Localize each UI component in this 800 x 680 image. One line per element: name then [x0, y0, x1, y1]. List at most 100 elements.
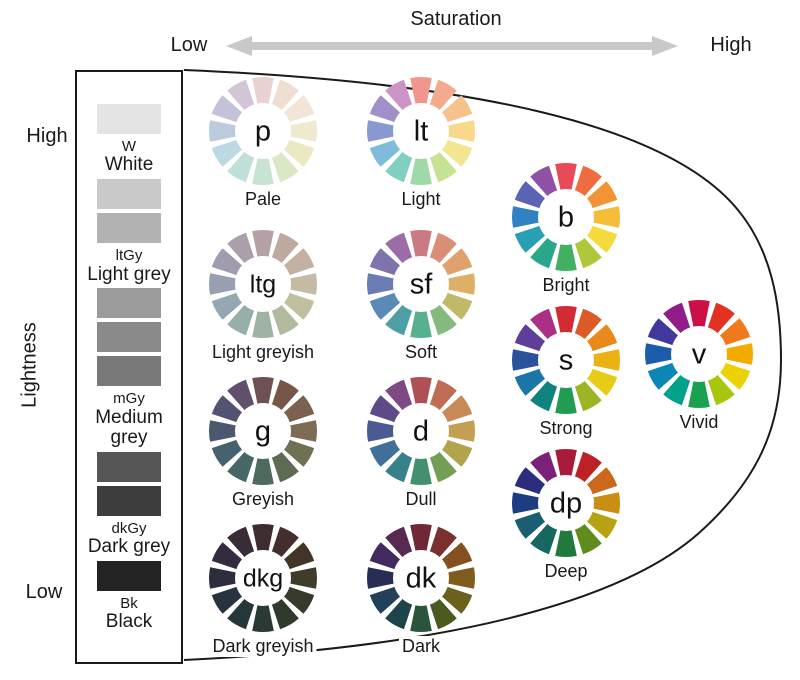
- wheel-dk-segment-4: [442, 586, 473, 614]
- tone-wheel-b: [512, 163, 620, 271]
- wheel-dkg-segment-5: [271, 599, 299, 630]
- greyscale-swatch-dkGy-1: [97, 485, 161, 516]
- wheel-v-segment-5: [707, 375, 735, 406]
- wheel-dk-segment-5: [429, 599, 457, 630]
- wheel-s-segment-9: [512, 349, 539, 371]
- wheel-d-segment-3: [448, 420, 475, 442]
- tone-wheel-ltg: [209, 230, 317, 338]
- wheel-d-segment-0: [410, 377, 432, 404]
- tone-wheel-code-b: b: [557, 201, 575, 234]
- wheel-g-segment-7: [227, 452, 255, 483]
- wheel-dk-segment-7: [385, 599, 413, 630]
- lightness-high-label: High: [26, 125, 68, 147]
- wheel-b-segment-9: [512, 206, 539, 228]
- wheel-lt-segment-6: [410, 158, 432, 185]
- wheel-lt-segment-11: [385, 79, 413, 110]
- wheel-v-segment-9: [645, 343, 672, 365]
- wheel-s-segment-7: [530, 381, 558, 412]
- wheel-s-segment-11: [530, 308, 558, 339]
- greyscale-swatch-mGy-1: [97, 322, 161, 353]
- wheel-lt-segment-7: [385, 152, 413, 183]
- wheel-dp-segment-2: [587, 467, 618, 495]
- wheel-b-segment-4: [587, 225, 618, 253]
- tone-wheel-s: [512, 306, 620, 414]
- wheel-s-segment-3: [593, 349, 620, 371]
- wheel-dkg-segment-9: [209, 567, 236, 589]
- greyscale-code-label: Bk: [120, 594, 138, 612]
- wheel-dp-segment-4: [587, 511, 618, 539]
- wheel-lt-segment-8: [369, 139, 400, 167]
- wheel-dk-segment-3: [448, 567, 475, 589]
- greyscale-name-label: Medium grey: [95, 406, 163, 448]
- wheel-b-segment-5: [574, 238, 602, 269]
- greyscale-code-label: W: [121, 138, 137, 156]
- wheel-dp-segment-7: [530, 524, 558, 555]
- wheel-ltg-segment-1: [271, 232, 299, 263]
- tone-wheel-v: [645, 300, 753, 408]
- wheel-sf-segment-4: [442, 292, 473, 320]
- tone-wheel-code-g: g: [254, 415, 272, 448]
- greyscale-name-label: Black: [105, 611, 153, 632]
- wheel-d-segment-5: [429, 452, 457, 483]
- wheel-ltg-segment-3: [290, 273, 317, 295]
- wheel-sf-segment-0: [410, 230, 432, 257]
- wheel-ltg-segment-0: [252, 230, 274, 257]
- wheel-s-segment-1: [574, 308, 602, 339]
- lightness-low-label: Low: [25, 581, 63, 603]
- tone-wheel-code-dp: dp: [549, 487, 583, 520]
- wheel-lt-segment-1: [429, 79, 457, 110]
- wheel-g-segment-9: [209, 420, 236, 442]
- wheel-dkg-segment-6: [252, 605, 274, 632]
- wheel-dk-segment-8: [369, 586, 400, 614]
- greyscale-swatch-ltGy-0: [97, 179, 161, 210]
- wheel-g-segment-5: [271, 452, 299, 483]
- wheel-dkg-segment-1: [271, 526, 299, 557]
- tone-wheel-code-ltg: ltg: [249, 270, 277, 299]
- wheel-lt-segment-3: [448, 120, 475, 142]
- wheel-p-segment-4: [284, 139, 315, 167]
- wheel-dp-segment-8: [514, 511, 545, 539]
- wheel-d-segment-2: [442, 395, 473, 423]
- wheel-dk-segment-6: [410, 605, 432, 632]
- wheel-dp-segment-9: [512, 492, 539, 514]
- wheel-v-segment-7: [663, 375, 691, 406]
- tone-wheel-name-dk: Dark: [398, 636, 444, 657]
- wheel-sf-segment-7: [385, 305, 413, 336]
- wheel-d-segment-9: [367, 420, 394, 442]
- tone-wheel-name-p: Pale: [241, 189, 285, 210]
- greyscale-swatch-mGy-2: [97, 356, 161, 387]
- wheel-sf-segment-6: [410, 311, 432, 338]
- greyscale-swatch-ltGy-1: [97, 213, 161, 244]
- wheel-b-segment-1: [574, 165, 602, 196]
- wheel-d-segment-10: [369, 395, 400, 423]
- wheel-g-segment-1: [271, 379, 299, 410]
- wheel-s-segment-5: [574, 381, 602, 412]
- wheel-s-segment-10: [514, 324, 545, 352]
- wheel-v-segment-10: [647, 318, 678, 346]
- wheel-d-segment-7: [385, 452, 413, 483]
- greyscale-name-label: Dark grey: [87, 535, 171, 557]
- wheel-g-segment-6: [252, 458, 274, 485]
- wheel-v-segment-11: [663, 302, 691, 333]
- wheel-dkg-segment-0: [252, 524, 274, 551]
- tone-wheel-name-s: Strong: [536, 418, 596, 439]
- tone-wheel-name-dkg: Dark greyish: [209, 636, 317, 657]
- saturation-high-label: High: [710, 34, 752, 56]
- saturation-low-label: Low: [170, 34, 208, 56]
- greyscale-swatch-dkGy-0: [97, 451, 161, 482]
- wheel-dk-segment-0: [410, 524, 432, 551]
- wheel-b-segment-3: [593, 206, 620, 228]
- tone-wheel-code-sf: sf: [409, 268, 433, 301]
- tone-wheel-sf: [367, 230, 475, 338]
- wheel-dkg-segment-4: [284, 586, 315, 614]
- wheel-ltg-segment-4: [284, 292, 315, 320]
- wheel-b-segment-0: [555, 163, 577, 190]
- tone-wheel-code-s: s: [558, 344, 574, 377]
- greyscale-swatch-Bk-0: [97, 560, 161, 591]
- wheel-b-segment-10: [514, 181, 545, 209]
- wheel-dkg-segment-2: [284, 542, 315, 570]
- wheel-ltg-segment-9: [209, 273, 236, 295]
- wheel-sf-segment-11: [385, 232, 413, 263]
- wheel-ltg-segment-6: [252, 311, 274, 338]
